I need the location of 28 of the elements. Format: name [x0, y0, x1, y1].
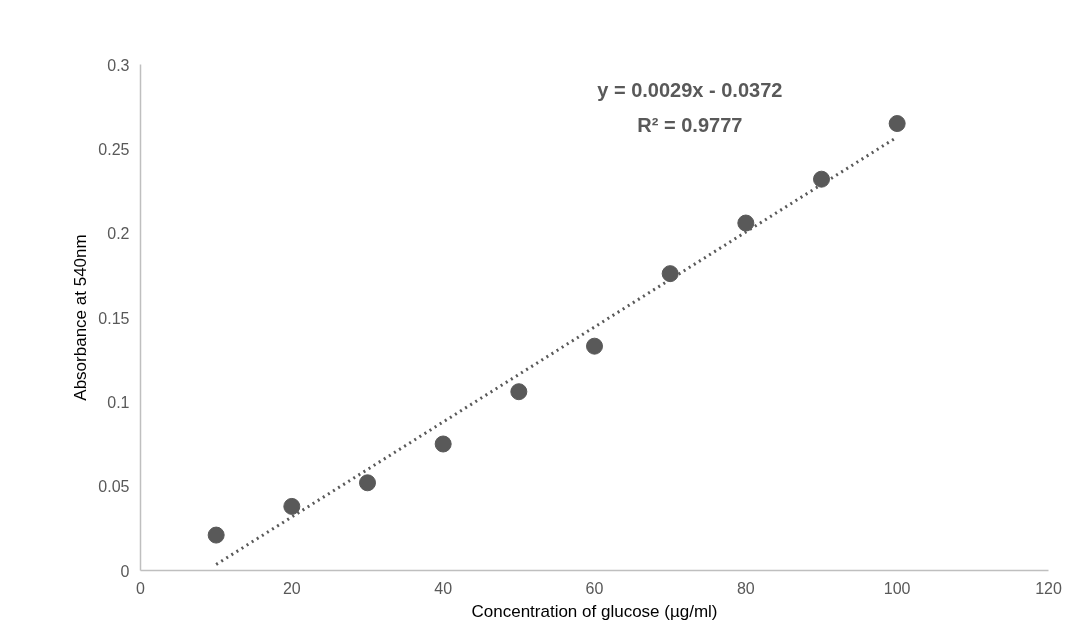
- point: [813, 170, 830, 188]
- x-tick-label: 20: [282, 579, 301, 597]
- point: [737, 214, 755, 232]
- point: [359, 474, 376, 492]
- y-tick-label: 0.25: [98, 140, 130, 158]
- point: [434, 435, 452, 453]
- point: [207, 526, 225, 544]
- point: [661, 265, 679, 283]
- x-tick-label: 0: [136, 579, 146, 597]
- y-tick-label: 0.2: [107, 225, 130, 243]
- x-tick-label: 60: [585, 579, 604, 597]
- annotation: R² = 0.9777: [637, 114, 743, 137]
- y-axis-title: Absorbance at 540nm: [71, 234, 91, 401]
- y-tick-label: 0: [120, 562, 130, 580]
- x-tick-label: 120: [1035, 579, 1062, 597]
- point: [283, 497, 301, 515]
- y-tick-label: 0.05: [98, 478, 130, 496]
- x-tick-label: 40: [434, 579, 453, 597]
- x-tick-label: 80: [736, 579, 755, 597]
- y-tick-label: 0.3: [107, 56, 130, 74]
- annotation: y = 0.0029x - 0.0372: [597, 78, 783, 101]
- x-axis-title: Concentration of glucose (µg/ml): [471, 601, 718, 621]
- y-tick-label: 0.1: [107, 393, 130, 411]
- x-tick-label: 100: [883, 579, 911, 597]
- point: [888, 115, 906, 133]
- point: [510, 383, 528, 401]
- y-tick-label: 0.15: [98, 309, 130, 327]
- point: [586, 337, 603, 355]
